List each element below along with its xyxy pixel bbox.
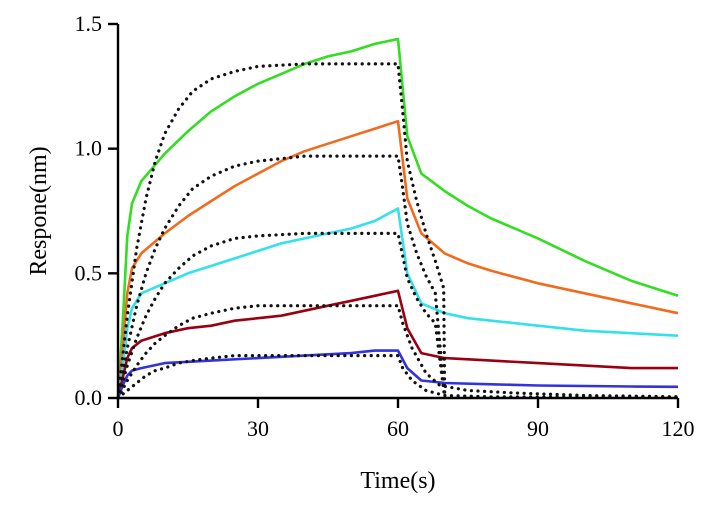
x-tick-label: 60 — [387, 416, 409, 441]
response-curve-2 — [116, 119, 679, 399]
y-tick-label: 0.0 — [75, 385, 103, 410]
x-tick-label: 30 — [247, 416, 269, 441]
fit-curve-8 — [116, 231, 447, 400]
y-tick-label: 1.0 — [75, 136, 103, 161]
y-tick-label: 0.5 — [75, 260, 103, 285]
axes — [108, 22, 680, 408]
fit-curve-9 — [116, 304, 680, 400]
fit-curve-6 — [116, 62, 447, 400]
response-curve-4 — [116, 289, 678, 399]
tick-labels: 0.0 0.5 1.0 1.5 0 30 60 90 120 — [75, 11, 695, 441]
x-tick-label: 0 — [113, 416, 124, 441]
x-tick-label: 90 — [527, 416, 549, 441]
plot-lines — [116, 37, 680, 400]
x-tick-label: 120 — [662, 416, 695, 441]
y-tick-label: 1.5 — [75, 11, 103, 36]
response-curve-1 — [116, 37, 679, 399]
response-curve-5 — [116, 349, 679, 399]
x-axis-title: Time(s) — [360, 468, 435, 494]
fit-curve-7 — [116, 154, 447, 400]
y-axis-title: Respone(nm) — [26, 146, 52, 275]
fit-curve-10 — [116, 354, 680, 400]
